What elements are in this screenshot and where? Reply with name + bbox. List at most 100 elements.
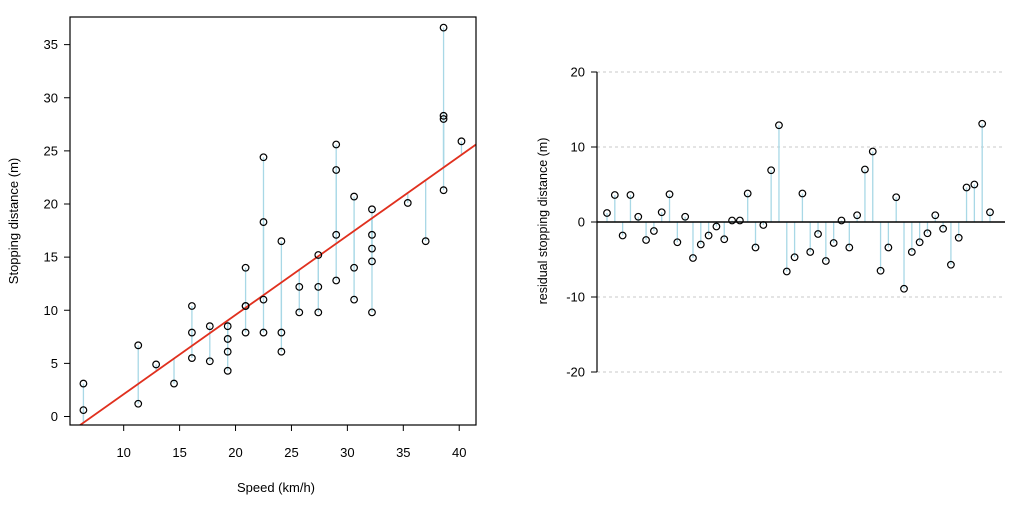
x-tick-label-10: 10 [116,445,130,460]
data-point-15 [241,328,250,337]
data-point-26 [295,308,304,317]
residual-point-5 [642,236,650,244]
y-tick-label-0: 0 [51,409,58,424]
y-tick-label-15: 15 [44,250,58,265]
data-point-23 [277,347,286,356]
data-point-35 [350,295,358,304]
left-y-axis-label: Stopping distance (m) [6,158,21,284]
data-point-36 [350,263,358,272]
data-point-2 [134,399,143,408]
data-point-19 [259,328,268,337]
x-tick-label-20: 20 [228,445,242,460]
data-point-32 [332,230,341,239]
x-tick-label-35: 35 [396,445,410,460]
residual-point-3 [626,191,635,199]
y-tick-label-10: 10 [44,303,58,318]
right-y-tick-label-20: 20 [571,65,585,80]
residual-point-36 [884,243,893,252]
residual-point-28 [821,257,830,265]
right-y-tick-label-0: 0 [578,215,585,230]
residual-point-13 [704,231,713,240]
left-plot-box [69,16,477,426]
data-point-31 [332,276,341,285]
residual-point-45 [954,233,963,242]
data-point-20 [259,295,268,304]
data-point-47 [439,111,448,120]
residual-point-38 [900,284,908,293]
residual-point-22 [775,121,783,130]
residual-point-10 [681,212,690,221]
residual-point-29 [829,239,838,247]
data-point-46 [439,115,448,123]
residual-point-42 [931,211,940,220]
residual-point-11 [689,254,697,262]
data-point-6 [188,354,196,362]
residual-point-4 [634,212,643,221]
data-point-0 [79,406,88,415]
residual-point-31 [845,243,854,252]
data-point-30 [314,251,323,259]
residual-point-15 [720,235,729,244]
data-point-45 [439,186,448,195]
y-tick-label-20: 20 [44,197,58,212]
y-tick-label-30: 30 [44,90,58,105]
data-point-38 [368,308,376,317]
residual-point-25 [798,189,807,198]
data-point-12 [223,347,232,356]
data-point-27 [295,282,304,291]
data-point-39 [368,257,376,266]
data-point-37 [350,192,358,201]
data-point-40 [368,244,376,253]
data-point-5 [170,379,178,388]
residual-point-49 [986,208,994,217]
residual-point-6 [649,227,658,235]
residual-point-33 [861,165,869,174]
data-point-22 [259,153,268,162]
residual-point-40 [915,238,924,247]
residual-point-27 [814,230,822,238]
data-point-41 [368,230,376,239]
data-point-1 [79,379,88,388]
data-point-4 [152,360,161,369]
residual-point-14 [712,222,721,231]
residual-point-12 [696,240,705,249]
left-x-axis-label: Speed (km/h) [237,480,315,495]
residual-point-30 [837,216,846,225]
residual-point-2 [618,231,627,240]
residual-point-47 [970,180,979,189]
y-tick-label-5: 5 [51,356,58,371]
data-point-24 [277,328,286,337]
data-point-8 [188,302,196,310]
data-point-25 [277,237,286,246]
data-point-28 [314,308,323,317]
data-point-18 [241,263,250,272]
residual-point-23 [782,267,791,276]
residual-point-37 [892,193,901,202]
residual-point-39 [907,248,916,256]
right-y-axis-label: residual stopping distance (m) [536,138,550,305]
residual-point-1 [610,191,619,199]
residual-point-44 [947,260,955,269]
residual-point-9 [673,238,682,247]
data-point-7 [188,328,196,337]
x-tick-label-30: 30 [340,445,354,460]
data-point-43 [403,199,412,207]
data-point-33 [332,166,341,174]
data-point-21 [259,218,268,226]
data-point-44 [421,237,430,246]
x-tick-label-15: 15 [172,445,186,460]
residual-point-16 [728,216,736,225]
data-point-11 [223,366,232,375]
residual-point-19 [751,243,760,252]
right-y-tick-label--20: -20 [566,365,585,380]
residual-point-43 [939,224,948,233]
residual-point-0 [603,209,611,217]
right-y-tick-label--10: -10 [566,290,585,305]
x-tick-label-25: 25 [284,445,298,460]
data-point-29 [314,282,323,291]
data-point-49 [457,137,466,146]
residual-point-32 [853,211,862,220]
data-point-42 [368,205,376,214]
residual-point-24 [790,253,799,262]
